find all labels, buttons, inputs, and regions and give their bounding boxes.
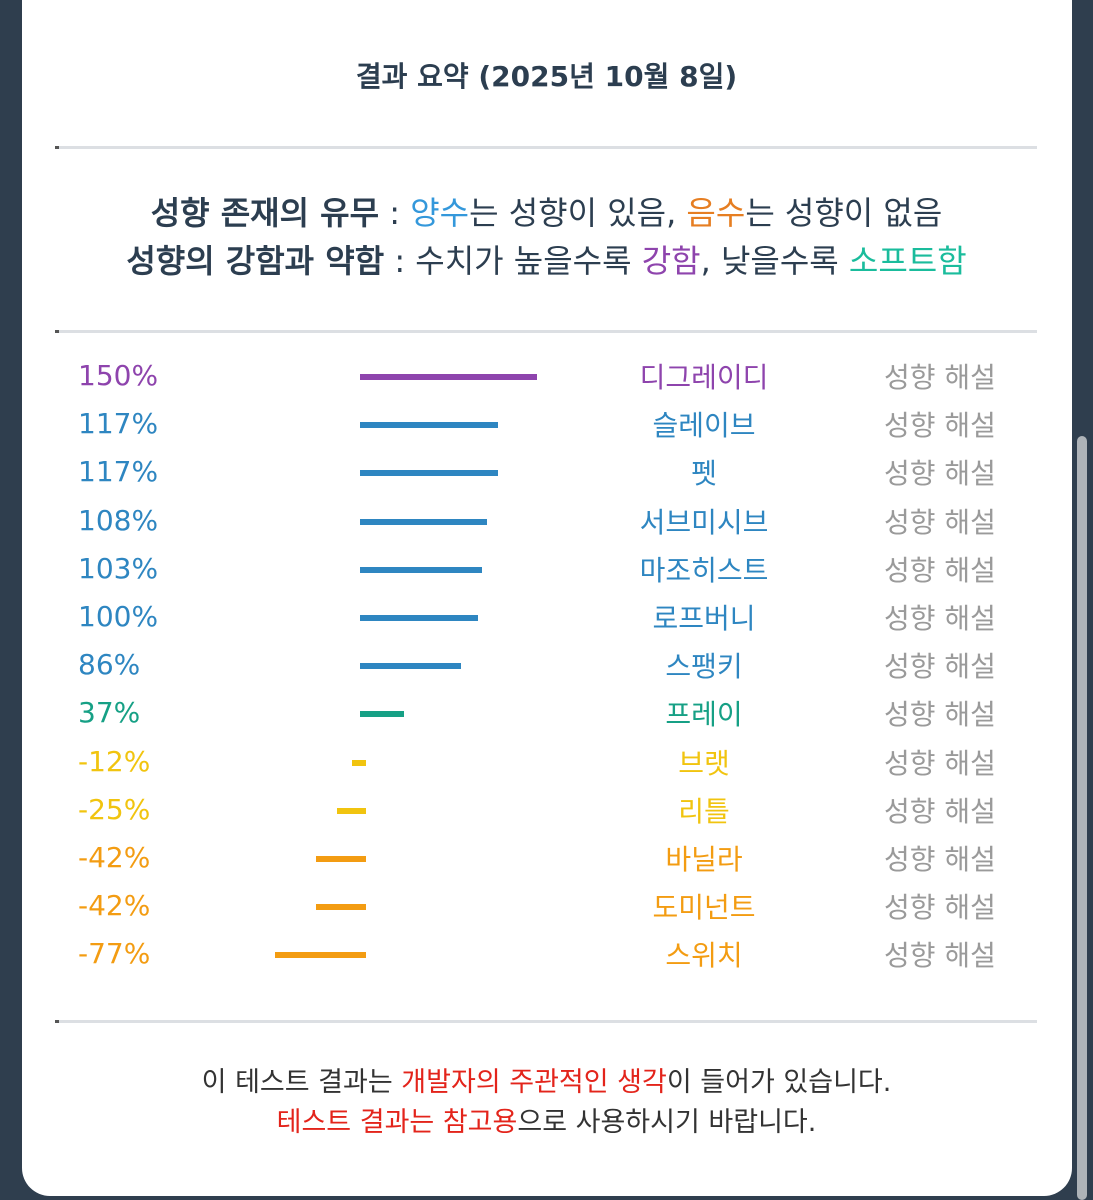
- result-description-link[interactable]: 성향 해설: [884, 409, 996, 443]
- footer-text: 이 테스트 결과는: [201, 1067, 402, 1098]
- legend-positive-word: 양수: [410, 194, 470, 232]
- result-bar: [360, 663, 462, 670]
- result-percent: 100%: [78, 600, 159, 633]
- result-row: 86% 스팽키 성향 해설: [0, 647, 1093, 695]
- footer-highlight: 개발자의 주관적인 생각: [401, 1067, 667, 1098]
- result-percent: 37%: [78, 696, 141, 730]
- legend-high-text: 수치가 높을수록: [415, 242, 642, 280]
- result-percent: 86%: [78, 648, 141, 682]
- result-row: 37% 프레이 성향 해설: [0, 695, 1093, 743]
- legend-strength-label: 성향의 강함과 약함: [126, 242, 385, 280]
- result-description-link[interactable]: 성향 해설: [884, 794, 996, 828]
- result-name: 디그레이디: [639, 361, 769, 394]
- result-name: 브랫: [678, 746, 730, 780]
- result-row: -25% 리틀 성향 해설: [0, 792, 1093, 840]
- result-percent: -12%: [78, 744, 151, 778]
- result-percent: -25%: [78, 792, 151, 826]
- result-description-link[interactable]: 성향 해설: [884, 650, 996, 684]
- result-description-link[interactable]: 성향 해설: [884, 939, 996, 973]
- result-name: 로프버니: [652, 602, 756, 635]
- result-name: 서브미시브: [639, 505, 769, 539]
- legend-line-existence: 성향 존재의 유무 : 양수는 성향이 있음, 음수는 성향이 없음: [0, 188, 1093, 234]
- legend-line-strength: 성향의 강함과 약함 : 수치가 높을수록 강함, 낮을수록 소프트함: [0, 236, 1093, 282]
- result-name: 도미넌트: [652, 891, 756, 925]
- result-row: -42% 바닐라 성향 해설: [0, 840, 1093, 888]
- legend-negative-word: 음수: [686, 194, 746, 232]
- result-bar: [336, 807, 366, 814]
- result-description-link[interactable]: 성향 해설: [884, 553, 996, 587]
- result-row: -12% 브랫 성향 해설: [0, 744, 1093, 792]
- result-percent: 117%: [78, 455, 159, 489]
- result-name: 바닐라: [665, 843, 743, 876]
- result-bar: [360, 711, 404, 718]
- result-bar: [360, 615, 478, 621]
- legend-negative-text: 는 성향이 없음: [745, 194, 943, 232]
- divider-middle: [55, 330, 1037, 333]
- result-row: 150% 디그레이디 성향 해설: [0, 358, 1093, 406]
- legend-existence-label: 성향 존재의 유무: [150, 194, 380, 232]
- result-name: 리틀: [678, 794, 730, 828]
- legend-separator: :: [379, 194, 411, 232]
- scrollbar[interactable]: [1073, 0, 1093, 1200]
- result-percent: -42%: [78, 889, 151, 923]
- footer-disclaimer-line1: 이 테스트 결과는 개발자의 주관적인 생각이 들어가 있습니다.: [0, 1060, 1093, 1099]
- result-bar: [360, 470, 499, 477]
- result-percent: -77%: [78, 937, 151, 971]
- footer-text: 이 들어가 있습니다.: [666, 1067, 892, 1098]
- result-row: -77% 스위치 성향 해설: [0, 936, 1093, 984]
- result-percent: 117%: [78, 407, 159, 441]
- result-description-link[interactable]: 성향 해설: [884, 602, 996, 635]
- result-bar: [360, 518, 488, 525]
- result-description-link[interactable]: 성향 해설: [884, 457, 996, 491]
- result-card: [22, 0, 1072, 1196]
- legend-soft-word: 소프트함: [848, 242, 967, 280]
- result-description-link[interactable]: 성향 해설: [884, 746, 996, 780]
- result-row: 100% 로프버니 성향 해설: [0, 599, 1093, 647]
- result-row: 117% 슬레이브 성향 해설: [0, 406, 1093, 454]
- result-name: 마조히스트: [639, 553, 769, 587]
- result-bar: [316, 904, 366, 911]
- divider-top: [55, 146, 1037, 149]
- result-percent: -42%: [78, 841, 151, 874]
- legend-low-text: , 낮을수록: [700, 242, 849, 280]
- result-row: 117% 펫 성향 해설: [0, 454, 1093, 502]
- result-bar: [360, 566, 482, 573]
- legend-strong-word: 강함: [641, 242, 701, 280]
- result-description-link[interactable]: 성향 해설: [884, 698, 996, 732]
- legend-separator: :: [384, 242, 416, 280]
- result-name: 스팽키: [665, 650, 743, 684]
- result-description-link[interactable]: 성향 해설: [884, 361, 996, 394]
- result-name: 프레이: [665, 698, 743, 732]
- result-row: 108% 서브미시브 성향 해설: [0, 503, 1093, 551]
- legend-positive-text: 는 성향이 있음,: [469, 194, 687, 232]
- result-row: 103% 마조히스트 성향 해설: [0, 551, 1093, 599]
- result-bar: [360, 422, 499, 429]
- scrollbar-thumb[interactable]: [1077, 436, 1087, 1200]
- result-description-link[interactable]: 성향 해설: [884, 843, 996, 876]
- footer-disclaimer-line2: 테스트 결과는 참고용으로 사용하시기 바랍니다.: [0, 1100, 1093, 1139]
- result-name: 스위치: [665, 939, 743, 973]
- result-percent: 150%: [78, 359, 159, 392]
- result-bar: [275, 952, 366, 959]
- result-bar: [360, 374, 537, 380]
- result-description-link[interactable]: 성향 해설: [884, 891, 996, 925]
- result-percent: 108%: [78, 503, 159, 537]
- result-percent: 103%: [78, 551, 159, 585]
- result-bar: [316, 856, 366, 862]
- divider-bottom: [55, 1020, 1037, 1023]
- result-name: 슬레이브: [652, 409, 756, 443]
- result-bar: [351, 759, 366, 766]
- result-row: -42% 도미넌트 성향 해설: [0, 888, 1093, 936]
- result-name: 펫: [691, 457, 717, 491]
- page-title: 결과 요약 (2025년 10월 8일): [355, 60, 738, 93]
- footer-text: 으로 사용하시기 바랍니다.: [517, 1107, 817, 1138]
- footer-highlight: 테스트 결과는 참고용: [276, 1107, 518, 1138]
- result-description-link[interactable]: 성향 해설: [884, 505, 996, 539]
